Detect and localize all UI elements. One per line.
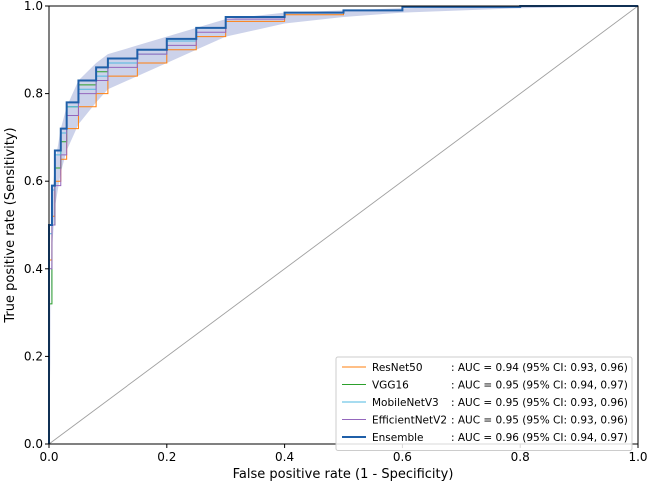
legend-label-resnet50: ResNet50 <box>372 362 423 374</box>
x-tick-label: 1.0 <box>628 450 647 464</box>
legend-auc-vgg16: : AUC = 0.95 (95% CI: 0.94, 0.97) <box>451 380 628 392</box>
y-tick-label: 0.4 <box>24 262 43 276</box>
legend-box <box>335 356 633 451</box>
legend-label-efficientnetv2: EfficientNetV2 <box>372 415 447 427</box>
legend-auc-ensemble: : AUC = 0.96 (95% CI: 0.94, 0.97) <box>451 432 628 444</box>
legend-auc-resnet50: : AUC = 0.94 (95% CI: 0.93, 0.96) <box>451 362 628 374</box>
legend-label-vgg16: VGG16 <box>372 380 409 392</box>
y-tick-label: 0.0 <box>24 437 43 451</box>
y-tick-label: 0.6 <box>24 174 43 188</box>
y-tick-label: 0.8 <box>24 87 43 101</box>
axis-ticks: 0.0 0.2 0.4 0.6 0.8 1.0 0.0 0.2 0.4 0.6 0.8 1.0 <box>24 0 648 464</box>
y-tick-label: 0.2 <box>24 349 43 363</box>
legend-label-ensemble: Ensemble <box>372 432 424 444</box>
x-tick-label: 0.8 <box>511 450 530 464</box>
legend-auc-efficientnetv2: : AUC = 0.95 (95% CI: 0.93, 0.96) <box>451 415 628 427</box>
legend-label-mobilenetv3: MobileNetV3 <box>372 397 439 409</box>
y-tick-label: 1.0 <box>24 0 43 13</box>
x-tick-label: 0.4 <box>275 450 294 464</box>
plot-area <box>48 5 639 445</box>
x-tick-label: 0.6 <box>393 450 412 464</box>
x-tick-label: 0.0 <box>39 450 58 464</box>
legend: ResNet50 : AUC = 0.94 (95% CI: 0.93, 0.96… <box>335 356 633 451</box>
series-line-ensemble <box>48 5 638 444</box>
y-axis-label: True positive rate (Sensitivity) <box>3 127 18 323</box>
x-axis-label: False positive rate (1 - Specificity) <box>233 467 454 482</box>
legend-auc-mobilenetv3: : AUC = 0.95 (95% CI: 0.93, 0.96) <box>451 397 628 409</box>
x-tick-label: 0.2 <box>157 450 176 464</box>
chance-diagonal-line <box>48 5 639 445</box>
